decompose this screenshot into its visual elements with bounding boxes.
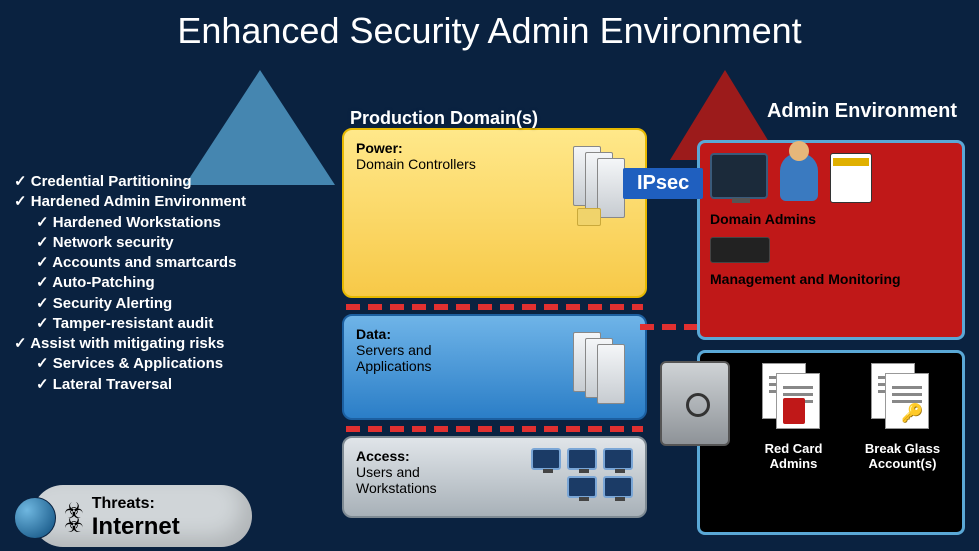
tier-power-desc: Domain Controllers (356, 156, 476, 172)
document-icon (776, 373, 820, 429)
admin-env-heading: Admin Environment (767, 100, 957, 123)
decorative-triangle-blue (185, 70, 335, 185)
tier-divider (346, 304, 643, 310)
checklist-item: Assist with mitigating risks (14, 334, 246, 354)
tier-data: Data: Servers and Applications (342, 314, 647, 420)
checklist-subitem: Security Alerting (36, 294, 246, 314)
break-glass-card: Red Card Admins 🔑 Break Glass Account(s) (697, 350, 965, 535)
tier-access: Access: Users and Workstations (342, 436, 647, 518)
mgmt-monitoring-label: Management and Monitoring (710, 271, 952, 287)
tier-data-title: Data: (356, 326, 476, 342)
threats-block: ☣☣ Threats: Internet (14, 495, 180, 541)
threats-label: Threats: (92, 495, 180, 513)
production-column: Power: Domain Controllers Data: Servers … (342, 128, 647, 524)
checklist-subitem: Network security (36, 233, 246, 253)
break-glass-label: Break Glass Account(s) (853, 441, 952, 471)
checklist-subitem: Accounts and smartcards (36, 253, 246, 273)
server-rack-icon (710, 237, 770, 263)
document-icon: 🔑 (885, 373, 929, 429)
page-title: Enhanced Security Admin Environment (0, 0, 979, 58)
biohazard-icon: ☣☣ (64, 504, 84, 532)
tier-access-title: Access: (356, 448, 476, 464)
tier-access-desc: Users and Workstations (356, 464, 437, 496)
globe-icon (14, 497, 56, 539)
checklist-item: Credential Partitioning (14, 172, 246, 192)
red-card-admins-label: Red Card Admins (744, 441, 843, 471)
folder-icon (577, 208, 601, 226)
checklist-subitem: Tamper-resistant audit (36, 314, 246, 334)
smartcard-icon (830, 153, 872, 203)
tier-power-title: Power: (356, 140, 476, 156)
server-icon (573, 326, 633, 406)
checklist-subitem: Auto-Patching (36, 273, 246, 293)
feature-checklist: Credential Partitioning Hardened Admin E… (14, 172, 246, 395)
tier-power: Power: Domain Controllers (342, 128, 647, 298)
production-heading: Production Domain(s) (350, 108, 538, 129)
tier-data-desc: Servers and Applications (356, 342, 432, 374)
checklist-item: Hardened Admin Environment (14, 192, 246, 212)
ipsec-badge: IPsec (623, 168, 703, 199)
domain-admins-label: Domain Admins (710, 211, 952, 227)
admin-user-icon (780, 153, 818, 201)
workstations-icon (513, 448, 633, 498)
checklist-subitem: Services & Applications (36, 354, 246, 374)
checklist-subitem: Hardened Workstations (36, 213, 246, 233)
key-icon: 🔑 (901, 403, 923, 424)
ipsec-connector (640, 324, 700, 330)
safe-icon (660, 361, 730, 446)
admin-environment-card: Domain Admins Management and Monitoring (697, 140, 965, 340)
threats-source: Internet (92, 513, 180, 541)
admin-workstation-icon (710, 153, 768, 199)
tier-divider (346, 426, 643, 432)
checklist-subitem: Lateral Traversal (36, 375, 246, 395)
